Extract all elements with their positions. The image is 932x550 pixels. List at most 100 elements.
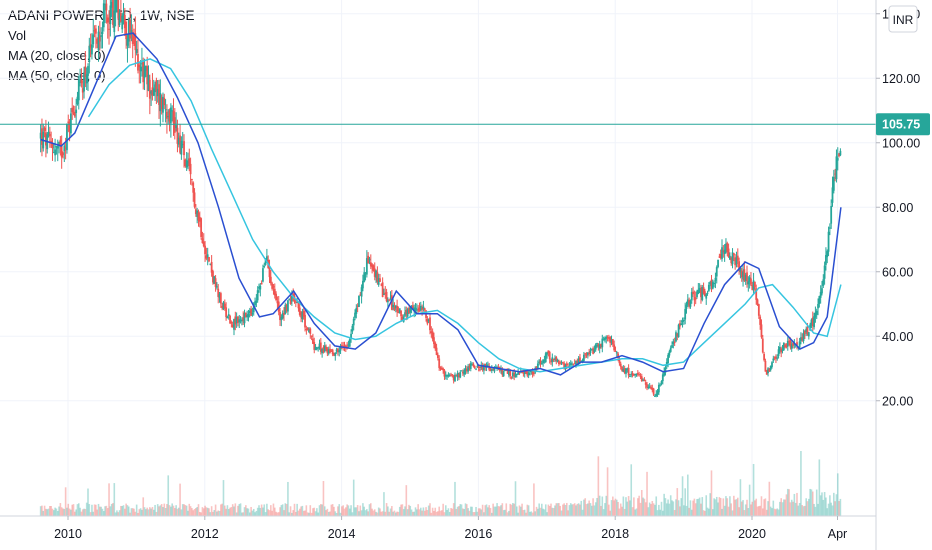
volume-bar [502,510,505,516]
candle-body [722,250,725,253]
volume-bar [593,505,596,516]
volume-bar [84,508,87,516]
volume-bar [171,503,173,516]
candle-body [47,131,50,135]
volume-bar [404,506,406,516]
candle-body [552,358,555,360]
candle-body [92,34,95,45]
candle-body [627,367,630,376]
volume-bar [640,490,643,516]
volume-bar [417,504,419,516]
volume-bar [42,510,45,516]
volume-bar [614,498,617,516]
volume-bar [250,506,252,516]
volume-bar [387,506,389,516]
candle-body [54,149,57,156]
candle-body [760,324,763,338]
candle-body [576,360,579,364]
volume-bar [333,506,335,516]
candle-body [155,80,158,92]
volume-bar [142,497,145,516]
volume-bar [166,504,168,516]
candle-body [243,312,246,324]
volume-bar [334,511,337,516]
candle-body [209,263,212,265]
volume-bar [544,504,547,516]
volume-bar [684,488,686,516]
candle-body [663,371,666,376]
volume-bar [75,509,77,516]
candle-body [832,176,835,191]
candle-body [143,66,146,78]
candle-body [781,349,784,351]
volume-bar [183,504,185,516]
candle-body [388,299,391,301]
volume-bar [619,503,622,516]
candle-body [755,288,758,300]
volume-bar [156,504,159,516]
volume-bar [262,507,264,516]
volume-bar [184,505,187,516]
volume-bar [402,509,405,516]
candle-body [617,353,619,358]
volume-bar [398,506,401,516]
candle-body [200,218,203,237]
y-tick-label: 100.00 [882,136,920,150]
volume-bar [280,505,283,516]
candle-body [43,127,46,131]
currency-badge[interactable]: INR [888,5,918,33]
volume-bar [427,505,430,516]
volume-bar [70,509,72,516]
volume-bar [80,511,83,516]
volume-bar [637,498,639,516]
volume-bar [256,507,259,516]
volume-bar [698,497,701,516]
candle-body [301,311,304,320]
candle-body [773,357,776,359]
candle-body [751,285,754,290]
candle-body [651,387,654,391]
candle-body [162,96,164,113]
volume-bar [558,503,560,516]
volume-bar [786,488,789,516]
volume-bar [713,498,715,516]
volume-bar [135,504,138,516]
volume-bar [706,507,709,516]
candle-body [91,44,93,55]
volume-bar [96,509,99,516]
volume-bar [489,507,492,516]
volume-bar [298,508,301,516]
candle-body [788,340,790,342]
candle-body [413,307,416,312]
volume-bar [221,503,223,516]
candle-body [280,316,283,321]
volume-bar [88,504,91,516]
candle-body [337,348,339,353]
candle-body [343,345,346,348]
candle-body [438,358,441,368]
candle-body [592,348,595,354]
volume-bar [149,507,151,516]
volume-bar [669,495,672,516]
candle-body [130,29,133,35]
legend-ma20: MA (20, close, 0) [8,48,106,63]
volume-bar [742,500,744,516]
volume-bar [747,508,750,516]
candle-body [747,281,750,285]
volume-bar [248,512,251,516]
volume-bar [467,508,469,516]
candle-body [347,344,350,346]
candle-body [601,338,604,348]
volume-bar [151,506,154,516]
volume-bar [260,504,263,516]
x-tick-label: 2012 [191,527,219,541]
volume-bar [89,512,92,516]
volume-bar [483,512,485,516]
volume-bar [451,508,454,516]
candle-body [638,374,641,376]
candle-body [80,79,83,84]
volume-bar [105,505,108,516]
volume-bar [594,502,597,516]
candle-body [226,316,229,319]
